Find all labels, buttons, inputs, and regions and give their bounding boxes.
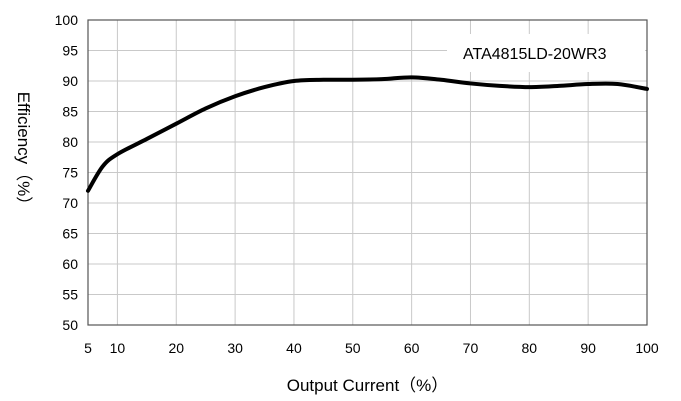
y-tick-label: 100	[55, 12, 79, 28]
x-tick-label: 50	[345, 340, 361, 356]
y-axis-title: Efficiency（%）	[14, 92, 33, 214]
x-tick-label: 100	[635, 340, 659, 356]
x-tick-label: 5	[84, 340, 92, 356]
y-tick-label: 65	[62, 226, 78, 242]
plot-frame	[87, 19, 648, 326]
legend: ATA4815LD-20WR3	[447, 34, 645, 72]
x-tick-label: 40	[286, 340, 302, 356]
y-tick-label: 55	[62, 287, 78, 303]
y-tick-label: 75	[62, 165, 78, 181]
x-tick-label: 90	[580, 340, 596, 356]
axes	[87, 19, 648, 326]
y-tick-label: 60	[62, 256, 78, 272]
y-tick-label: 90	[62, 73, 78, 89]
series-layer	[86, 75, 649, 193]
y-tick-label: 50	[62, 317, 78, 333]
x-tick-label: 80	[522, 340, 538, 356]
x-tick-label: 30	[227, 340, 243, 356]
y-tick-label: 95	[62, 43, 78, 59]
legend-box	[447, 34, 645, 72]
efficiency-series-line	[86, 75, 649, 193]
x-tick-label: 20	[168, 340, 184, 356]
y-tick-label: 70	[62, 195, 78, 211]
x-tick-label: 60	[404, 340, 420, 356]
x-tick-label: 10	[110, 340, 126, 356]
y-tick-label: 80	[62, 134, 78, 150]
x-tick-label: 70	[463, 340, 479, 356]
legend-label: ATA4815LD-20WR3	[463, 46, 607, 63]
tick-labels: 50 55 60 65 70 75 80 85 90 95 100 5 10 20 30 40 50 60 70 80…	[55, 12, 659, 356]
y-tick-label: 85	[62, 104, 78, 120]
x-axis-title: Output Current（%）	[287, 376, 449, 395]
